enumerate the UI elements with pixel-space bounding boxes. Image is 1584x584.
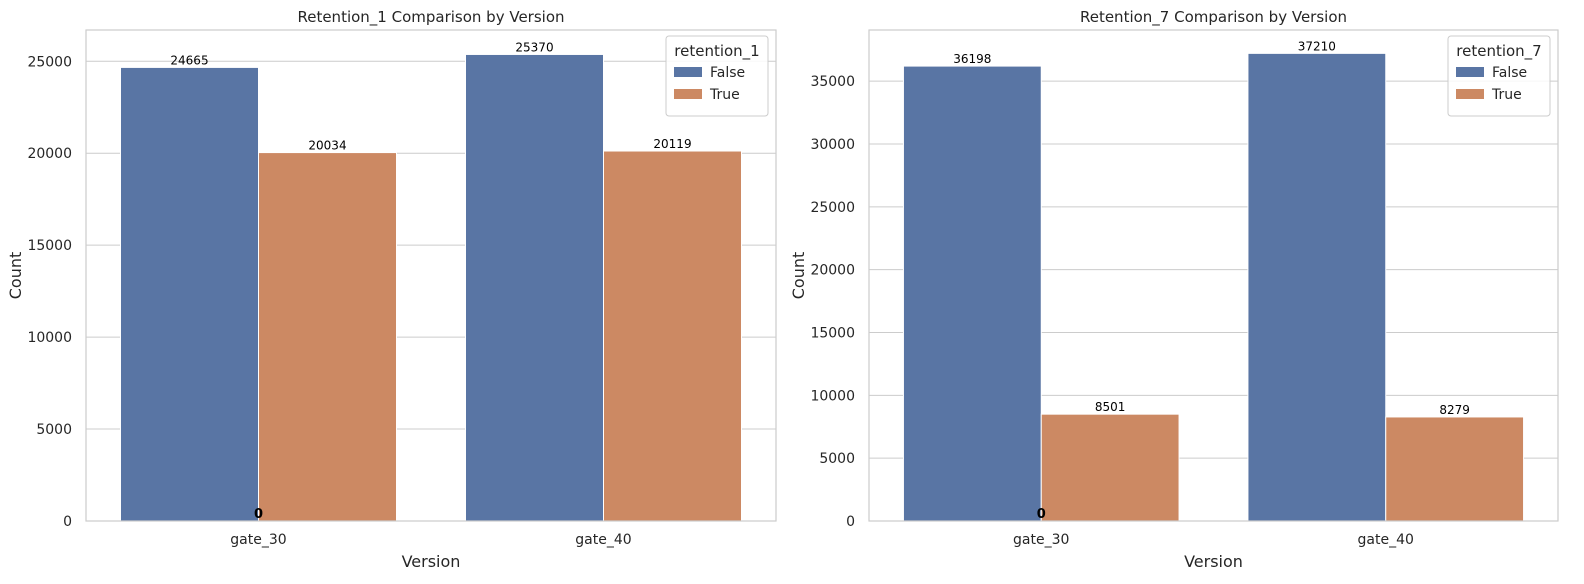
y-axis-label: Count	[789, 252, 808, 300]
legend-swatch-true	[674, 89, 702, 99]
legend-swatch-false	[674, 67, 702, 77]
data-label: 25370	[515, 40, 553, 54]
legend: retention_1 False True	[665, 35, 769, 117]
data-label: 37210	[1298, 39, 1336, 53]
x-tick-label: gate_30	[1013, 532, 1069, 548]
zero-annotation: 0	[254, 507, 263, 522]
bar-false	[120, 66, 259, 522]
chart-panel-1: 0 5000 10000 15000 20000 25000 24665 25370 20034…	[6, 8, 777, 571]
y-tick-label: 0	[846, 514, 855, 530]
y-tick-label: 10000	[810, 388, 855, 404]
y-tick-label: 25000	[810, 200, 855, 216]
bar-false	[902, 65, 1042, 522]
chart-title: Retention_7 Comparison by Version	[1080, 8, 1347, 27]
y-axis-label: Count	[6, 252, 25, 300]
plot-frame	[85, 29, 777, 522]
legend-swatch-false	[1456, 67, 1484, 77]
y-tick-label: 35000	[810, 74, 855, 90]
legend-label: True	[709, 87, 740, 103]
legend-title: retention_7	[1456, 42, 1541, 61]
data-label: 36198	[953, 52, 991, 66]
bar-true	[1385, 416, 1525, 522]
y-tick-label: 15000	[27, 238, 72, 254]
y-tick-label: 5000	[36, 422, 72, 438]
plot-frame	[868, 29, 1559, 522]
y-tick-label: 15000	[810, 325, 855, 341]
data-label: 8501	[1095, 400, 1126, 414]
x-tick-label: gate_40	[1358, 532, 1414, 548]
legend-label: False	[710, 65, 745, 81]
bar-true	[603, 150, 742, 522]
bar-false	[1247, 52, 1387, 522]
chart-title: Retention_1 Comparison by Version	[297, 8, 564, 27]
legend-swatch-true	[1456, 89, 1484, 99]
legend-label: True	[1491, 87, 1522, 103]
y-tick-label: 10000	[27, 330, 72, 346]
zero-annotation: 0	[1037, 507, 1046, 522]
y-tick-label: 0	[63, 514, 72, 530]
bar-false	[465, 53, 604, 522]
data-label: 8279	[1439, 403, 1470, 417]
data-label: 20034	[308, 139, 346, 153]
chart-panel-2: 0 5000 10000 15000 20000 25000 30000 35000 36198…	[789, 8, 1559, 571]
legend-label: False	[1492, 65, 1527, 81]
x-axis-label: Version	[1184, 552, 1243, 571]
x-tick-label: gate_40	[575, 532, 631, 548]
legend-title: retention_1	[674, 42, 759, 61]
bar-true	[1040, 413, 1180, 522]
y-tick-label: 25000	[27, 54, 72, 70]
y-tick-label: 20000	[27, 146, 72, 162]
y-tick-label: 20000	[810, 263, 855, 279]
x-tick-label: gate_30	[230, 532, 286, 548]
x-axis-label: Version	[402, 552, 461, 571]
data-label: 24665	[170, 53, 208, 67]
legend: retention_7 False True	[1447, 35, 1551, 117]
bar-true	[258, 152, 397, 522]
y-tick-label: 30000	[810, 137, 855, 153]
data-label: 20119	[653, 137, 691, 151]
y-tick-label: 5000	[819, 451, 855, 467]
